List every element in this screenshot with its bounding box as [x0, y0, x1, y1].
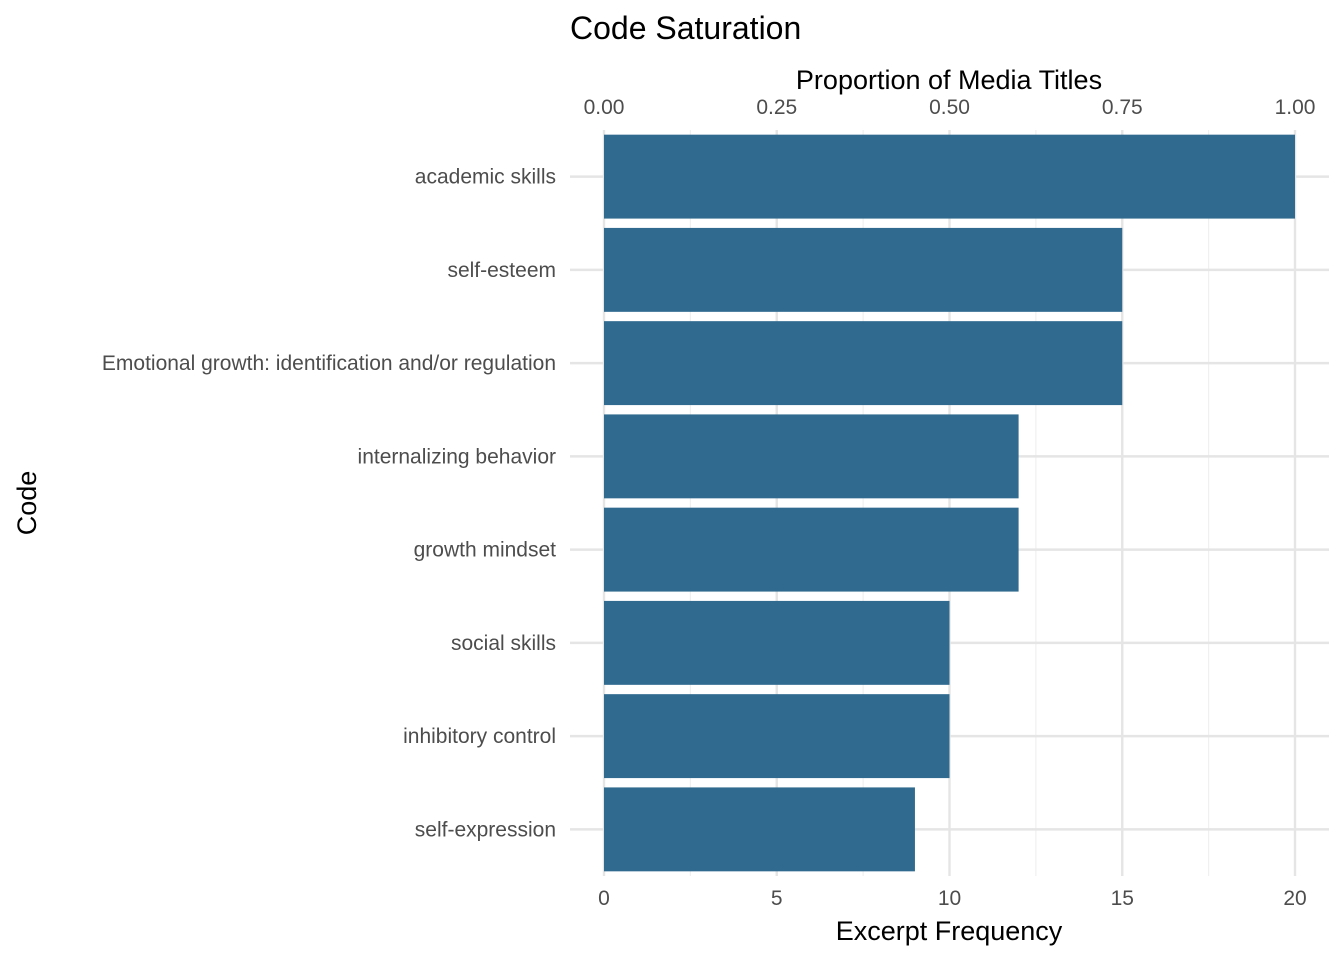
bar: [604, 507, 1019, 592]
y-axis-title: Code: [12, 471, 42, 536]
bar: [604, 134, 1295, 219]
bar: [604, 414, 1019, 499]
secondary-x-tick-label: 0.75: [1102, 96, 1143, 119]
label-layer: academic skills self-esteem Emotional grow…: [102, 96, 1316, 910]
x-axis-title: Excerpt Frequency: [836, 916, 1063, 946]
y-tick-label: self-esteem: [447, 259, 556, 282]
y-tick-label: self-expression: [415, 818, 556, 841]
y-tick-label: Emotional growth: identification and/or …: [102, 352, 556, 375]
chart-title: Code Saturation: [570, 10, 801, 46]
secondary-x-tick-label: 1.00: [1275, 96, 1316, 119]
secondary-x-tick-label: 0.50: [929, 96, 970, 119]
secondary-x-tick-label: 0.25: [756, 96, 797, 119]
x-tick-label: 5: [771, 887, 783, 910]
y-tick-label: academic skills: [415, 166, 556, 189]
y-tick-label: social skills: [451, 632, 556, 655]
bar: [604, 600, 950, 685]
secondary-x-tick-label: 0.00: [584, 96, 625, 119]
bar: [604, 321, 1123, 406]
bar-layer: [604, 134, 1295, 872]
x-tick-label: 0: [598, 887, 610, 910]
y-tick-label: inhibitory control: [403, 725, 556, 748]
x-tick-label: 20: [1283, 887, 1306, 910]
bar: [604, 694, 950, 779]
x-tick-label: 10: [938, 887, 961, 910]
secondary-x-axis-title: Proportion of Media Titles: [796, 65, 1102, 95]
x-tick-label: 15: [1111, 887, 1134, 910]
y-tick-label: growth mindset: [414, 539, 557, 562]
bar: [604, 787, 915, 872]
bar: [604, 227, 1123, 312]
y-tick-label: internalizing behavior: [358, 445, 556, 468]
